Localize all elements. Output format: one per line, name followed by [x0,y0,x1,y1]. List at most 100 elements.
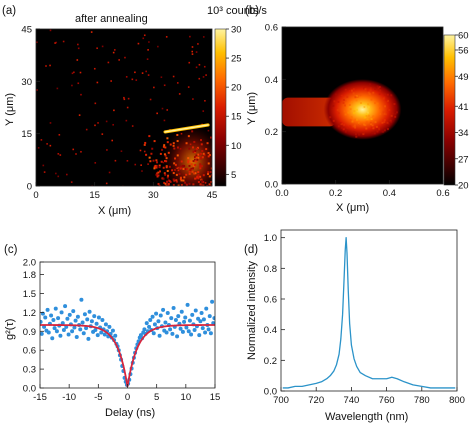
panel-a-cluster-pixel [206,184,209,186]
panel-a-cluster-pixel [172,172,175,175]
panel-c-data-point [71,309,76,314]
panel-d-ytick-label: 0.2 [264,356,277,367]
panel-b-noise-pixel [371,124,374,127]
panel-b-noise-pixel [363,123,366,126]
panel-a-speckle [166,109,169,111]
panel-a-colorbar-tick-label: 5 [231,170,236,181]
panel-c-xtick-label: 0 [125,392,130,403]
panel-c-data-point [211,321,215,326]
panel-b-noise-pixel [393,103,396,106]
panel-a-cluster-pixel [207,172,210,175]
panel-a-speckle [77,43,79,46]
panel-b-noise-pixel [379,89,382,92]
panel-b-frame [281,26,444,185]
panel-a-cluster-pixel [202,174,205,177]
panel-c-ytick-label: 1.5 [23,289,36,300]
panel-a-cluster-pixel [155,166,158,169]
panel-b-noise-pixel [346,126,349,129]
panel-a-cluster-pixel [153,140,156,143]
panel-a-speckle [190,167,193,170]
panel-a-cluster-pixel [167,174,170,177]
panel-b-noise-pixel [373,102,376,105]
panel-a-cluster-pixel [203,154,206,157]
panel-c-data-point [158,313,163,318]
panel-b-noise-pixel [383,96,386,99]
panel-a-speckle [191,53,194,55]
panel-c-data-point [197,333,202,338]
panel-c-data-point [70,329,75,334]
panel-c-data-point [196,316,201,321]
panel-a-speckle [54,42,56,44]
panel-c-ytick-label: 0.0 [23,384,36,395]
panel-b-noise-pixel [369,87,372,90]
panel-b-colorbar-tick-label: 49 [458,72,469,83]
panel-a-cluster-pixel [156,161,159,164]
panel-a-cluster-pixel [163,144,166,147]
panel-b-noise-pixel [365,121,368,124]
panel-b-noise-pixel [365,115,368,118]
panel-a-speckle [80,150,82,153]
panel-c-ytick-label: 0.9 [23,327,36,338]
panel-a-cluster-pixel [180,184,183,186]
panel-b-noise-pixel [365,127,368,130]
panel-a-ylabel: Y (μm) [4,93,16,126]
panel-a-cluster-pixel [175,166,178,169]
panel-a-cluster-pixel [177,184,180,186]
panel-b-noise-pixel [336,109,339,112]
panel-b-noise-pixel [381,130,384,133]
panel-b-noise-pixel [353,131,356,134]
panel-c-data-point [107,324,112,329]
panel-a-speckle [134,71,136,74]
panel-a-speckle [160,76,163,79]
panel-a-cluster-pixel [184,181,187,184]
panel-b-noise-pixel [385,99,388,102]
panel-b-noise-pixel [348,90,351,93]
panel-b-noise-pixel [374,87,377,90]
panel-a-cluster-pixel [174,168,177,171]
panel-b-noise-pixel [355,95,358,98]
panel-a-speckle [49,64,51,67]
panel-a-speckle [45,65,47,67]
panel-a-cluster-pixel [185,183,188,186]
panel-a-cluster-pixel [184,168,187,171]
panel-b-noise-pixel [341,126,344,129]
panel-a-speckle [141,170,143,172]
panel-b-noise-pixel [376,130,379,133]
panel-b-noise-pixel [347,87,350,90]
panel-a-speckle [75,153,77,155]
panel-a-cluster-pixel [205,148,208,151]
panel-c-data-point [40,319,43,324]
panel-a-speckle [108,171,111,174]
panel-c-data-point [184,325,189,330]
panel-a-cluster-pixel [191,130,194,133]
panel-a-cluster-pixel [172,144,175,147]
panel-b-noise-pixel [382,97,385,100]
panel-a-cluster-pixel [158,184,161,186]
panel-a-cluster-pixel [199,153,202,156]
panel-a-cluster-pixel [188,170,191,173]
panel-a-speckle [161,107,164,110]
panel-a-cluster-pixel [196,176,199,179]
panel-a-speckle [125,119,128,122]
panel-b-xtick-label: 0.0 [275,188,288,199]
panel-a-speckle [113,109,115,112]
panel-a-speckle [189,143,192,146]
panel-a-cluster-pixel [192,150,195,153]
panel-b-noise-pixel [376,85,379,88]
panel-b-noise-pixel [384,105,387,108]
panel-a-cluster-pixel [158,164,161,167]
panel-a-speckle [127,97,130,100]
panel-a-speckle [163,84,166,87]
panel-a-cluster-pixel [208,175,211,178]
panel-b-noise-pixel [344,113,347,116]
panel-a-colorbar-tick-label: 25 [231,54,242,65]
panel-a-cluster-pixel [197,153,200,156]
panel-a-speckle [180,132,183,135]
panel-b-ytick-label: 0.6 [265,23,278,34]
panel-a-cluster-pixel [151,147,154,150]
panel-a-speckle [172,75,175,78]
panel-a-cluster-pixel [207,152,210,155]
panel-a-cluster-pixel [157,182,160,185]
panel-a-cluster-pixel [200,165,203,168]
panel-d-xtick-label: 700 [273,395,289,406]
